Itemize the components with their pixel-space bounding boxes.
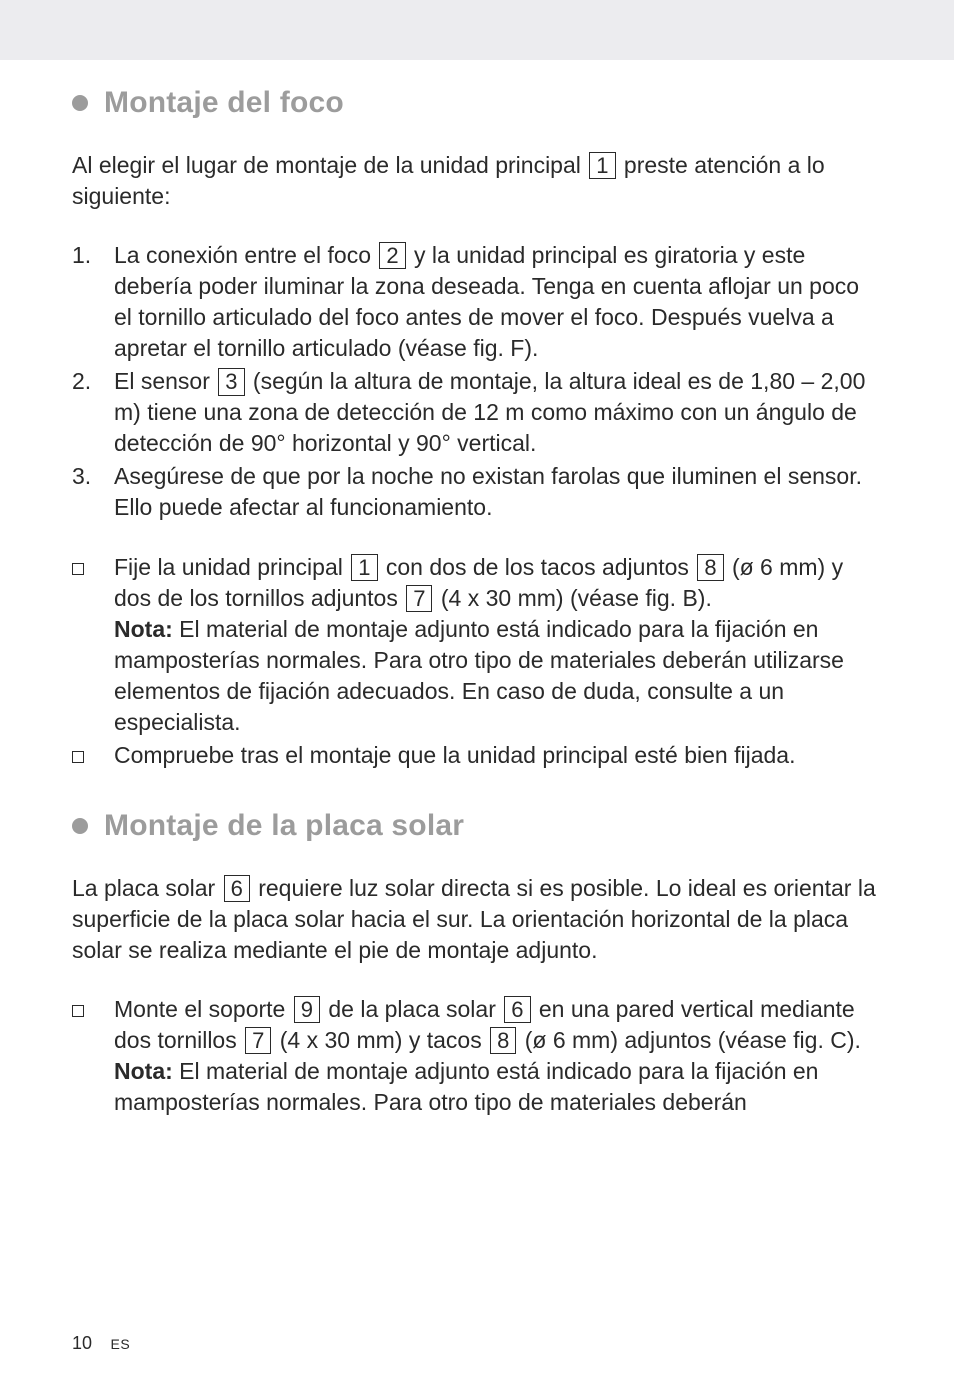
s2p-a: La placa solar — [72, 875, 222, 901]
checkbox-icon — [72, 751, 84, 763]
note-label-2: Nota: — [114, 1058, 173, 1084]
note-label-1: Nota: — [114, 616, 173, 642]
keycap-c1k1: 1 — [351, 554, 377, 581]
chk-item-1: Fije la unidad principal 1 con dos de lo… — [72, 552, 882, 738]
keycap-c2k1: 9 — [294, 996, 320, 1023]
page-lang: ES — [110, 1336, 130, 1352]
keycap-c2k3: 7 — [245, 1027, 271, 1054]
section-1-heading: Montaje del foco — [104, 86, 344, 120]
ol-marker-3: 3. — [72, 461, 114, 523]
ol-marker-2: 2. — [72, 366, 114, 459]
section-2-heading: Montaje de la placa solar — [104, 809, 464, 843]
page-content: Montaje del foco Al elegir el lugar de m… — [0, 60, 954, 1118]
ol-marker-1: 1. — [72, 240, 114, 364]
c2-d: (4 x 30 mm) y tacos — [273, 1027, 488, 1053]
c2-a: Monte el soporte — [114, 996, 292, 1022]
checkbox-icon — [72, 1005, 84, 1017]
page-number: 10 — [72, 1333, 92, 1353]
chk2-item-1: Monte el soporte 9 de la placa solar 6 e… — [72, 994, 882, 1118]
keycap-1: 1 — [589, 152, 615, 179]
ol2-a: El sensor — [114, 368, 216, 394]
intro-text-a: Al elegir el lugar de montaje de la unid… — [72, 152, 587, 178]
checkbox-list-1: Fije la unidad principal 1 con dos de lo… — [72, 552, 882, 771]
c1-b: con dos de los tacos adjuntos — [380, 554, 696, 580]
ol-item-3: 3. Asegúrese de que por la noche no exis… — [72, 461, 882, 523]
header-band — [0, 0, 954, 60]
c1-d: (4 x 30 mm) (véase fig. B). — [434, 585, 711, 611]
intro-paragraph: Al elegir el lugar de montaje de la unid… — [72, 150, 882, 212]
ol-content-1: La conexión entre el foco 2 y la unidad … — [114, 240, 882, 364]
chk-content-1: Fije la unidad principal 1 con dos de lo… — [114, 552, 882, 738]
ol-item-2: 2. El sensor 3 (según la altura de monta… — [72, 366, 882, 459]
section2-paragraph: La placa solar 6 requiere luz solar dire… — [72, 873, 882, 966]
c2-b: de la placa solar — [322, 996, 502, 1022]
note-text-2: El material de montaje adjunto está indi… — [114, 1058, 818, 1115]
keycap-3: 3 — [218, 368, 244, 395]
section-title-2: Montaje de la placa solar — [72, 809, 882, 843]
chk2-content-1: Monte el soporte 9 de la placa solar 6 e… — [114, 994, 882, 1118]
c2-e: (ø 6 mm) adjuntos (véase fig. C). — [518, 1027, 861, 1053]
chk2-marker-1 — [72, 994, 114, 1118]
keycap-2: 2 — [379, 242, 405, 269]
note-text-1: El material de montaje adjunto está indi… — [114, 616, 844, 735]
chk-marker-1 — [72, 552, 114, 738]
keycap-c1k3: 7 — [406, 585, 432, 612]
page-footer: 10 ES — [72, 1333, 130, 1354]
keycap-s2k1: 6 — [224, 875, 250, 902]
keycap-c1k2: 8 — [697, 554, 723, 581]
c1-a: Fije la unidad principal — [114, 554, 349, 580]
chk-marker-2 — [72, 740, 114, 771]
ol-content-2: El sensor 3 (según la altura de montaje,… — [114, 366, 882, 459]
checkbox-list-2: Monte el soporte 9 de la placa solar 6 e… — [72, 994, 882, 1118]
ol-content-3: Asegúrese de que por la noche no existan… — [114, 461, 882, 523]
chk-content-2: Compruebe tras el montaje que la unidad … — [114, 740, 882, 771]
bullet-icon — [72, 95, 88, 111]
section-title-1: Montaje del foco — [72, 86, 882, 120]
ordered-list: 1. La conexión entre el foco 2 y la unid… — [72, 240, 882, 523]
keycap-c2k4: 8 — [490, 1027, 516, 1054]
ol1-a: La conexión entre el foco — [114, 242, 377, 268]
ol-item-1: 1. La conexión entre el foco 2 y la unid… — [72, 240, 882, 364]
bullet-icon — [72, 818, 88, 834]
keycap-c2k2: 6 — [504, 996, 530, 1023]
checkbox-icon — [72, 563, 84, 575]
chk-item-2: Compruebe tras el montaje que la unidad … — [72, 740, 882, 771]
